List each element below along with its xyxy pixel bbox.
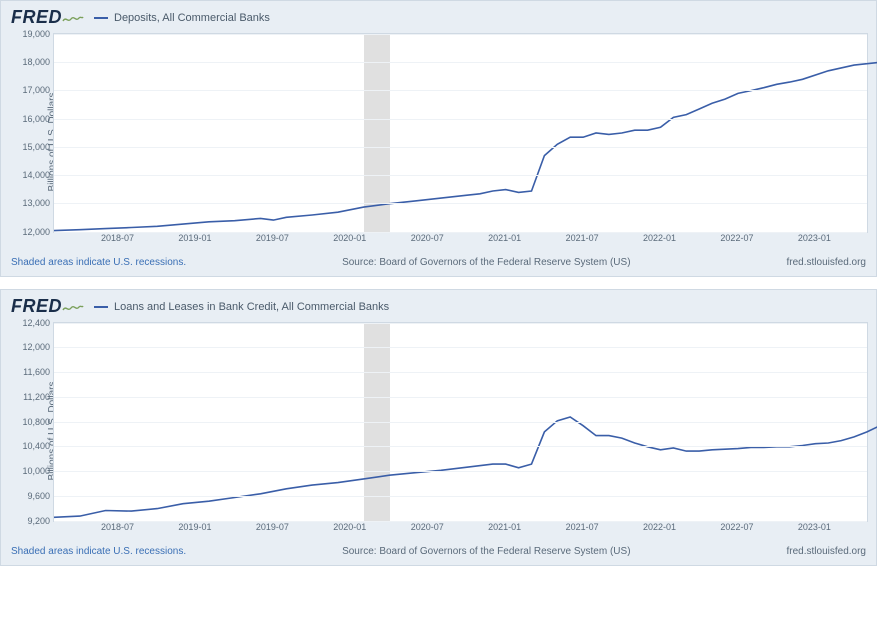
y-tick-label: 10,400 [16,441,50,451]
y-tick-label: 16,000 [16,114,50,124]
y-tick-label: 15,000 [16,142,50,152]
legend-swatch [94,306,108,308]
x-axis: 2018-07 2019-01 2019-07 2020-01 2020-07 2021-… [53,522,868,536]
y-tick-label: 13,000 [16,198,50,208]
gridline [54,90,867,91]
panel-footer: Shaded areas indicate U.S. recessions. S… [1,251,876,276]
recession-note: Shaded areas indicate U.S. recessions. [11,257,186,268]
x-tick-label: 2021-01 [488,522,521,532]
x-tick-label: 2021-01 [488,233,521,243]
fred-link[interactable]: fred.stlouisfed.org [787,546,867,557]
x-tick-label: 2019-07 [256,522,289,532]
source-note: Source: Board of Governors of the Federa… [342,546,630,557]
y-tick-label: 12,000 [16,227,50,237]
x-tick-label: 2023-01 [798,522,831,532]
y-tick-label: 10,800 [16,417,50,427]
legend-item: Deposits, All Commercial Banks [94,12,270,24]
source-note: Source: Board of Governors of the Federa… [342,257,630,268]
legend-label: Deposits, All Commercial Banks [114,12,270,24]
gridline [54,147,867,148]
panel-footer: Shaded areas indicate U.S. recessions. S… [1,540,876,565]
x-tick-label: 2019-01 [178,522,211,532]
gridline [54,372,867,373]
y-tick-label: 17,000 [16,85,50,95]
y-tick-label: 12,400 [16,318,50,328]
gridline [54,175,867,176]
x-tick-label: 2018-07 [101,233,134,243]
x-tick-label: 2019-01 [178,233,211,243]
y-tick-label: 10,000 [16,466,50,476]
gridline [54,471,867,472]
x-tick-label: 2023-01 [798,233,831,243]
x-axis: 2018-07 2019-01 2019-07 2020-01 2020-07 2021-… [53,233,868,247]
x-tick-label: 2019-07 [256,233,289,243]
y-tick-label: 19,000 [16,29,50,39]
plot-area: 12,00013,00014,00015,00016,00017,00018,0… [53,33,868,233]
y-tick-label: 18,000 [16,57,50,67]
chart-panel-deposits: FRED Deposits, All Commercial Banks Bill… [0,0,877,277]
fred-logo: FRED [11,7,84,29]
plot-wrap: Billions of U.S. Dollars 9,2009,60010,00… [1,322,876,540]
gridline [54,323,867,324]
gridline [54,34,867,35]
x-tick-label: 2018-07 [101,522,134,532]
plot-area: 9,2009,60010,00010,40010,80011,20011,600… [53,322,868,522]
x-tick-label: 2020-07 [411,233,444,243]
line-series [54,34,867,232]
plot-wrap: Billions of U.S. Dollars 12,00013,00014,… [1,33,876,251]
y-tick-label: 11,600 [16,367,50,377]
gridline [54,496,867,497]
gridline [54,397,867,398]
gridline [54,446,867,447]
y-tick-label: 9,200 [16,516,50,526]
x-tick-label: 2022-01 [643,233,676,243]
legend-item: Loans and Leases in Bank Credit, All Com… [94,301,389,313]
gridline [54,119,867,120]
y-tick-label: 11,200 [16,392,50,402]
x-tick-label: 2020-01 [333,522,366,532]
gridline [54,347,867,348]
recession-note: Shaded areas indicate U.S. recessions. [11,546,186,557]
y-tick-label: 9,600 [16,491,50,501]
fred-link[interactable]: fred.stlouisfed.org [787,257,867,268]
x-tick-label: 2020-01 [333,233,366,243]
x-tick-label: 2020-07 [411,522,444,532]
chart-panel-loans: FRED Loans and Leases in Bank Credit, Al… [0,289,877,566]
y-tick-label: 12,000 [16,342,50,352]
y-tick-label: 14,000 [16,170,50,180]
x-tick-label: 2022-07 [720,233,753,243]
x-tick-label: 2022-07 [720,522,753,532]
panel-header: FRED Loans and Leases in Bank Credit, Al… [1,290,876,322]
x-tick-label: 2021-07 [566,233,599,243]
fred-logo: FRED [11,296,84,318]
panel-header: FRED Deposits, All Commercial Banks [1,1,876,33]
legend-label: Loans and Leases in Bank Credit, All Com… [114,301,389,313]
gridline [54,62,867,63]
legend-swatch [94,17,108,19]
gridline [54,422,867,423]
x-tick-label: 2021-07 [566,522,599,532]
x-tick-label: 2022-01 [643,522,676,532]
gridline [54,203,867,204]
